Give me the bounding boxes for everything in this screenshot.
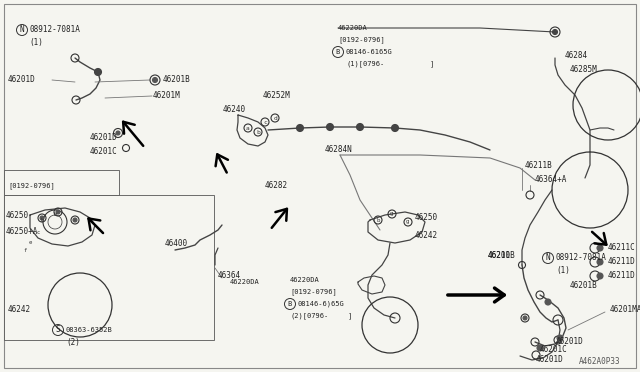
Text: 46201C: 46201C xyxy=(90,148,118,157)
Text: 08363-6352B: 08363-6352B xyxy=(66,327,113,333)
Text: 46400: 46400 xyxy=(165,238,188,247)
Text: 46220DA: 46220DA xyxy=(290,277,320,283)
Text: 46211C: 46211C xyxy=(608,244,636,253)
Circle shape xyxy=(557,335,563,341)
Text: ]: ] xyxy=(348,312,352,320)
Text: N: N xyxy=(546,253,550,263)
Text: 46201D: 46201D xyxy=(556,337,584,346)
Text: b: b xyxy=(40,218,44,222)
Text: 46250: 46250 xyxy=(415,214,438,222)
Text: g: g xyxy=(406,219,410,224)
Bar xyxy=(4,195,214,340)
Circle shape xyxy=(597,245,603,251)
Text: S: S xyxy=(56,326,60,334)
Text: 46220DA: 46220DA xyxy=(338,25,368,31)
Text: 46242: 46242 xyxy=(415,231,438,240)
Text: c: c xyxy=(263,119,267,125)
Text: c: c xyxy=(36,230,40,234)
Text: 46284: 46284 xyxy=(565,51,588,60)
Circle shape xyxy=(537,345,543,351)
Circle shape xyxy=(116,131,120,135)
Circle shape xyxy=(356,124,364,131)
Text: 46201C: 46201C xyxy=(540,346,568,355)
Text: e: e xyxy=(28,240,31,244)
Circle shape xyxy=(392,125,399,131)
Text: a: a xyxy=(246,125,250,131)
Circle shape xyxy=(95,68,102,76)
Circle shape xyxy=(545,299,551,305)
Text: 46211B: 46211B xyxy=(525,160,553,170)
Text: 46282: 46282 xyxy=(265,180,288,189)
Text: 46252M: 46252M xyxy=(263,90,291,99)
Circle shape xyxy=(597,259,603,265)
Text: 46250: 46250 xyxy=(6,211,29,219)
Circle shape xyxy=(152,77,157,83)
Text: 46220DA: 46220DA xyxy=(230,279,260,285)
Text: 46201D: 46201D xyxy=(90,134,118,142)
Text: 46285M: 46285M xyxy=(570,65,598,74)
Circle shape xyxy=(552,29,557,35)
Text: 46201M: 46201M xyxy=(153,92,180,100)
Circle shape xyxy=(597,273,603,279)
Text: b: b xyxy=(256,129,260,135)
Text: 46201B: 46201B xyxy=(570,280,598,289)
Text: ]: ] xyxy=(430,61,435,67)
Text: (2): (2) xyxy=(66,337,80,346)
Circle shape xyxy=(523,316,527,320)
Text: f: f xyxy=(24,247,27,253)
Text: (1)[0796-: (1)[0796- xyxy=(346,61,384,67)
Text: 46201B: 46201B xyxy=(163,76,191,84)
Circle shape xyxy=(296,125,303,131)
Text: 08912-7081A: 08912-7081A xyxy=(556,253,607,263)
Text: 46211D: 46211D xyxy=(608,272,636,280)
Text: (1): (1) xyxy=(556,266,570,275)
Text: 46210: 46210 xyxy=(488,250,511,260)
Text: 08146-6)65G: 08146-6)65G xyxy=(298,301,345,307)
Text: d: d xyxy=(273,115,277,121)
Text: [0192-0796]: [0192-0796] xyxy=(290,289,337,295)
Circle shape xyxy=(326,124,333,131)
Text: b: b xyxy=(53,212,56,218)
Text: A462A0P33: A462A0P33 xyxy=(579,357,620,366)
Text: 46201D: 46201D xyxy=(536,356,564,365)
Text: 46211D: 46211D xyxy=(608,257,636,266)
Text: 46242: 46242 xyxy=(8,305,31,314)
Text: 46284N: 46284N xyxy=(325,145,353,154)
Text: B: B xyxy=(336,49,340,55)
Text: 46240: 46240 xyxy=(223,106,246,115)
Circle shape xyxy=(73,218,77,222)
Text: 46250+A: 46250+A xyxy=(6,228,38,237)
Text: 46201D: 46201D xyxy=(8,76,36,84)
Text: N: N xyxy=(20,26,24,35)
Text: (1): (1) xyxy=(29,38,43,46)
Text: b: b xyxy=(376,218,380,222)
Text: 46364: 46364 xyxy=(218,270,241,279)
Text: 08912-7081A: 08912-7081A xyxy=(29,26,80,35)
Text: 46364+A: 46364+A xyxy=(535,176,568,185)
Bar xyxy=(4,170,119,195)
Text: 08146-6165G: 08146-6165G xyxy=(346,49,393,55)
Text: (2)[0796-: (2)[0796- xyxy=(290,312,328,320)
Text: 46201B: 46201B xyxy=(488,250,516,260)
Text: 46201MA: 46201MA xyxy=(610,305,640,314)
Text: B: B xyxy=(288,301,292,307)
Circle shape xyxy=(40,216,44,220)
Text: [0192-0796]: [0192-0796] xyxy=(8,183,55,189)
Text: [0192-0796]: [0192-0796] xyxy=(338,36,385,44)
Text: g: g xyxy=(390,212,394,217)
Circle shape xyxy=(56,210,60,214)
